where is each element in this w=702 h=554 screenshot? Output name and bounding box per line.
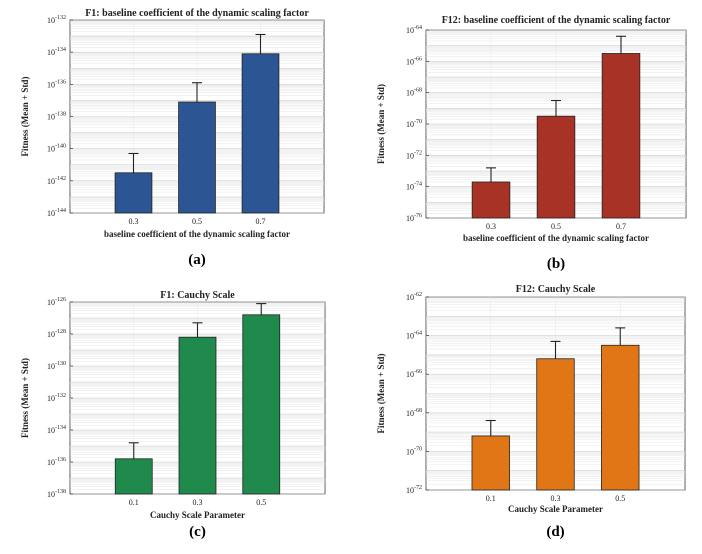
x-tick-label: 0.5 bbox=[192, 217, 202, 226]
y-tick-label: 10-134 bbox=[47, 47, 66, 57]
y-tick-label: 10-142 bbox=[47, 176, 66, 186]
bar-0.7 bbox=[601, 53, 641, 219]
y-tick-label: 10-62 bbox=[406, 292, 422, 302]
y-tick-label: 10-72 bbox=[406, 150, 422, 160]
y-tick-label: 10-68 bbox=[406, 88, 422, 98]
chart-panel-2: 0.3 0.5 0.7 10-76 10-74 10-72 10-70 10-68 10-66 1… bbox=[376, 15, 687, 272]
x-axis-label: Cauchy Scale Parameter bbox=[150, 510, 245, 520]
x-axis-label: baseline coefficient of the dynamic scal… bbox=[104, 229, 290, 239]
x-tick-label: 0.3 bbox=[486, 222, 496, 231]
bar-0.7 bbox=[241, 53, 280, 214]
bar-0.1 bbox=[471, 435, 510, 491]
y-tick-label: 10-128 bbox=[47, 329, 66, 339]
y-tick-label: 10-74 bbox=[406, 182, 422, 192]
y-axis-label: Fitness (Mean + Std) bbox=[20, 77, 30, 157]
y-tick-label: 10-76 bbox=[406, 213, 422, 223]
x-tick-label: 0.3 bbox=[129, 217, 139, 226]
bar-0.5 bbox=[536, 115, 576, 219]
bar-0.5 bbox=[178, 101, 216, 214]
chart-panel-4: 0.1 0.3 0.5 10-72 10-70 10-68 10-66 10-64 10-62 F… bbox=[376, 284, 686, 540]
y-tick-label: 10-70 bbox=[406, 446, 422, 456]
x-tick-label: 0.3 bbox=[551, 494, 561, 503]
y-axis-label: Fitness (Mean + Std) bbox=[376, 354, 386, 434]
bar-0.1 bbox=[114, 458, 153, 495]
bar-0.3 bbox=[536, 358, 575, 491]
x-tick-label: 0.7 bbox=[616, 222, 626, 231]
y-tick-label: 10-138 bbox=[47, 489, 66, 499]
y-tick-label: 10-66 bbox=[406, 56, 422, 66]
panel-label: (c) bbox=[189, 524, 206, 540]
chart-title: F12: Cauchy Scale bbox=[516, 284, 596, 295]
y-tick-label: 10-144 bbox=[47, 208, 66, 218]
panel-label: (a) bbox=[188, 252, 206, 268]
chart-title: F12: baseline coefficient of the dynamic… bbox=[442, 15, 671, 26]
y-tick-label: 10-72 bbox=[406, 485, 422, 495]
x-axis-label: Cauchy Scale Parameter bbox=[508, 504, 603, 514]
bar-0.3 bbox=[471, 181, 511, 219]
x-tick-label: 0.5 bbox=[256, 498, 266, 507]
y-tick-label: 10-66 bbox=[406, 369, 422, 379]
x-tick-label: 0.5 bbox=[551, 222, 561, 231]
y-tick-label: 10-64 bbox=[406, 331, 422, 341]
y-tick-label: 10-68 bbox=[406, 408, 422, 418]
y-tick-label: 10-136 bbox=[47, 457, 66, 467]
grid bbox=[426, 29, 686, 219]
x-tick-label: 0.3 bbox=[193, 498, 203, 507]
y-tick-label: 10-140 bbox=[47, 144, 66, 154]
x-axis-label: baseline coefficient of the dynamic scal… bbox=[463, 233, 649, 243]
x-tick-label: 0.1 bbox=[129, 498, 139, 507]
y-tick-label: 10-134 bbox=[47, 425, 66, 435]
panel-label: (d) bbox=[546, 524, 564, 540]
y-axis-label: Fitness (Mean + Std) bbox=[20, 358, 30, 438]
y-tick-label: 10-130 bbox=[47, 361, 66, 371]
chart-panel-3: 0.1 0.3 0.5 10-138 10-136 10-134 10-132 10-130 1… bbox=[20, 290, 326, 540]
panel-label: (b) bbox=[547, 256, 565, 272]
y-tick-label: 10-132 bbox=[47, 393, 66, 403]
y-tick-label: 10-138 bbox=[47, 112, 66, 122]
x-tick-label: 0.1 bbox=[486, 494, 496, 503]
y-tick-label: 10-132 bbox=[47, 15, 66, 25]
chart-panel-1: 0.3 0.5 0.7 10-144 10-142 10-140 10-138 10-136 1… bbox=[20, 8, 325, 268]
chart-title: F1: Cauchy Scale bbox=[160, 290, 235, 301]
bar-0.5 bbox=[601, 344, 640, 491]
chart-title: F1: baseline coefficient of the dynamic … bbox=[85, 8, 309, 19]
y-tick-label: 10-64 bbox=[406, 25, 422, 35]
bar-0.3 bbox=[178, 336, 217, 495]
y-tick-label: 10-136 bbox=[47, 79, 66, 89]
y-tick-label: 10-70 bbox=[406, 119, 422, 129]
bar-0.5 bbox=[242, 314, 281, 495]
y-tick-label: 10-126 bbox=[47, 297, 66, 307]
x-tick-label: 0.7 bbox=[256, 217, 266, 226]
y-axis-label: Fitness (Mean + Std) bbox=[376, 84, 386, 164]
bar-0.3 bbox=[114, 172, 153, 214]
x-tick-label: 0.5 bbox=[615, 494, 625, 503]
